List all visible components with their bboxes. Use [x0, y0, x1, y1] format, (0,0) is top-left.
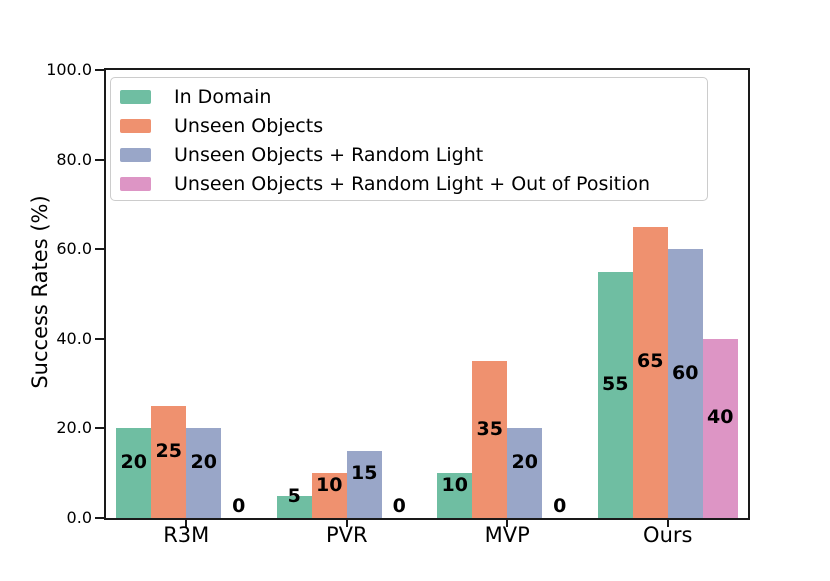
- bar-value-label: 60: [672, 361, 699, 384]
- x-tick-mark: [666, 520, 669, 527]
- bar-value-label: 0: [232, 495, 246, 517]
- x-tick-mark: [345, 520, 348, 527]
- y-tick-label: 20.0: [56, 418, 92, 438]
- bar-value-label: 65: [637, 350, 664, 373]
- bar-value-label: 20: [120, 451, 147, 474]
- y-tick-label: 0.0: [66, 508, 92, 527]
- y-tick-label: 60.0: [56, 239, 92, 259]
- x-tick-label: PVR: [325, 523, 368, 547]
- bar-value-label: 55: [602, 372, 629, 395]
- y-axis-label: Success Rates (%): [28, 195, 52, 389]
- legend-item: In Domain: [111, 82, 707, 111]
- legend-swatch: [120, 147, 151, 162]
- legend-swatch: [120, 176, 151, 191]
- y-tick-label: 40.0: [56, 328, 92, 348]
- x-tick-label: MVP: [484, 523, 530, 547]
- bar: [437, 473, 473, 518]
- y-tick-mark: [95, 248, 104, 251]
- bar-value-label: 40: [707, 406, 734, 429]
- legend-label: Unseen Objects: [174, 114, 324, 137]
- y-tick-label: 100.0: [46, 60, 92, 79]
- plot-area: [104, 68, 750, 520]
- bar-value-label: 15: [351, 462, 378, 485]
- bar-value-label: 10: [316, 473, 343, 496]
- legend-swatch: [120, 118, 151, 133]
- bar-value-label: 20: [511, 451, 538, 474]
- bar-value-label: 25: [155, 440, 182, 462]
- y-tick-mark: [95, 337, 104, 340]
- bar-value-label: 0: [392, 495, 406, 517]
- bar: [186, 428, 222, 518]
- bar: [667, 249, 703, 518]
- bar: [116, 428, 152, 518]
- bar-value-label: 5: [287, 484, 301, 507]
- bar: [702, 338, 738, 518]
- bar: [472, 361, 508, 518]
- y-tick-mark: [95, 517, 104, 519]
- y-tick-mark: [95, 427, 104, 430]
- bar-value-label: 20: [190, 451, 217, 474]
- bar: [346, 450, 382, 518]
- legend-item: Unseen Objects + Random Light + Out of P…: [111, 169, 707, 198]
- legend-label: Unseen Objects + Random Light + Out of P…: [174, 172, 651, 195]
- y-tick-mark: [95, 69, 104, 71]
- bar: [151, 406, 187, 518]
- legend-label: In Domain: [174, 85, 272, 108]
- bar-value-label: 35: [476, 417, 503, 440]
- bar: [276, 495, 312, 518]
- y-tick-label: 80.0: [56, 149, 92, 169]
- legend: In Domain Unseen Objects Unseen Objects + …: [110, 77, 708, 201]
- x-tick-label: Ours: [643, 523, 693, 547]
- legend-swatch: [120, 89, 151, 104]
- legend-item: Unseen Objects + Random Light: [111, 140, 707, 169]
- bar: [311, 473, 347, 518]
- legend-item: Unseen Objects: [111, 111, 707, 140]
- legend-label: Unseen Objects + Random Light: [174, 143, 484, 166]
- bar: [597, 271, 633, 518]
- x-tick-mark: [185, 520, 188, 527]
- x-tick-mark: [506, 520, 509, 527]
- x-tick-label: R3M: [163, 523, 210, 547]
- y-tick-mark: [95, 158, 104, 161]
- bar: [632, 226, 668, 518]
- bar: [507, 428, 543, 518]
- bar-value-label: 0: [553, 495, 567, 517]
- bar-value-label: 10: [441, 473, 468, 496]
